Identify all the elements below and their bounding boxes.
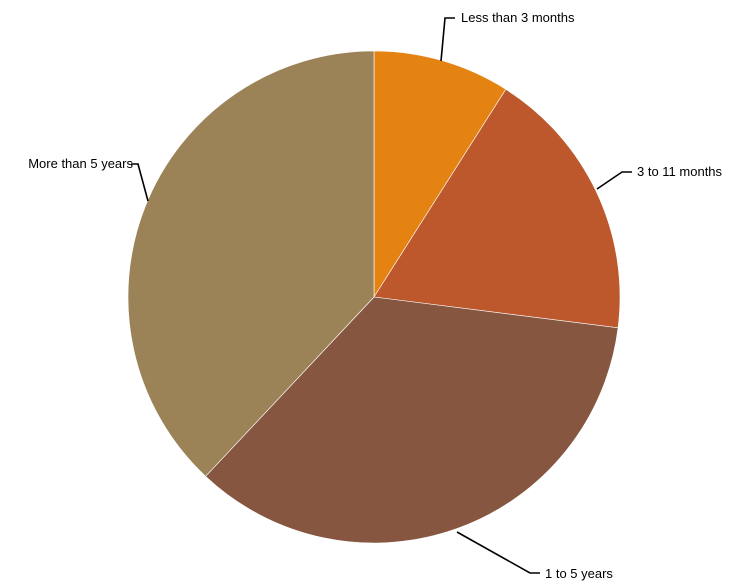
pie-slices	[127, 50, 621, 544]
leader-lines	[131, 17, 632, 574]
slice-label-3-to-11-months: 3 to 11 months	[637, 164, 723, 179]
slice-label-less-than-3-months: Less than 3 months	[461, 10, 575, 25]
leader-line-more-than-5-years	[131, 163, 149, 202]
slice-label-1-to-5-years: 1 to 5 years	[545, 566, 613, 581]
pie-slice-more-than-5-years	[127, 50, 375, 477]
pie-slice-less-than-3-months	[373, 50, 507, 299]
pie-slice-3-to-11-months	[373, 88, 621, 329]
leader-line-3-to-11-months	[596, 171, 632, 190]
leader-line-less-than-3-months	[440, 17, 455, 62]
slice-label-more-than-5-years: More than 5 years	[28, 156, 133, 171]
pie-slice-1-to-5-years	[205, 296, 619, 544]
slice-labels: Less than 3 months 3 to 11 months 1 to 5…	[28, 10, 722, 581]
leader-line-1-to-5-years	[456, 531, 540, 574]
